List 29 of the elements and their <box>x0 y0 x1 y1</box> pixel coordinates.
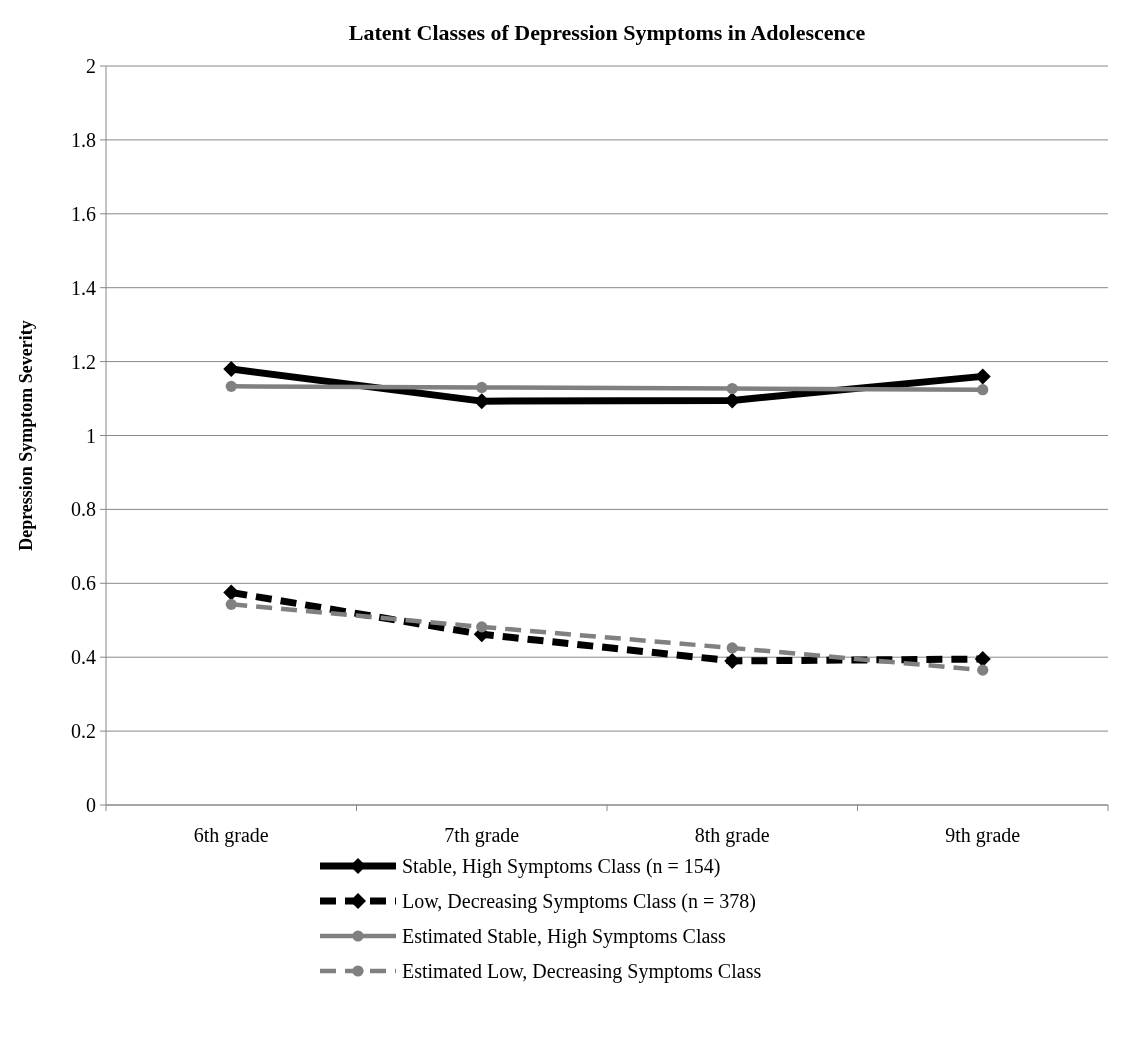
x-tick-label: 7th grade <box>444 824 520 847</box>
y-tick-label: 1.8 <box>71 128 96 151</box>
x-tick-label: 6th grade <box>193 824 269 847</box>
y-tick-label: 0.8 <box>71 498 96 521</box>
point <box>225 380 237 392</box>
y-axis-title: Depression Symptom Severity <box>16 320 36 551</box>
x-tick-label: 9th grade <box>945 824 1021 847</box>
y-tick-label: 0.6 <box>71 572 96 595</box>
point <box>977 664 989 676</box>
point <box>977 384 989 396</box>
y-tick-label: 1.6 <box>71 202 96 225</box>
y-tick-label: 0.4 <box>71 646 96 669</box>
point <box>726 382 738 395</box>
legend-label: Estimated Low, Decreasing Symptoms Class <box>402 960 762 983</box>
point <box>476 621 488 633</box>
y-tick-label: 0 <box>86 794 96 816</box>
legend-label: Estimated Stable, High Symptoms Class <box>402 925 727 948</box>
chart-title: Latent Classes of Depression Symptoms in Adolescence <box>348 20 866 45</box>
y-tick-label: 0.2 <box>71 720 96 743</box>
point <box>476 381 488 394</box>
y-tick-label: 1.2 <box>71 350 96 373</box>
point <box>726 642 738 654</box>
point <box>225 598 237 610</box>
y-tick-label: 2 <box>86 55 96 77</box>
legend-label: Low, Decreasing Symptoms Class (n = 378) <box>402 890 756 913</box>
y-tick-label: 1 <box>86 424 96 447</box>
x-tick-label: 8th grade <box>694 824 770 847</box>
y-tick-label: 1.4 <box>71 276 96 299</box>
legend-label: Stable, High Symptoms Class (n = 154) <box>402 855 721 878</box>
